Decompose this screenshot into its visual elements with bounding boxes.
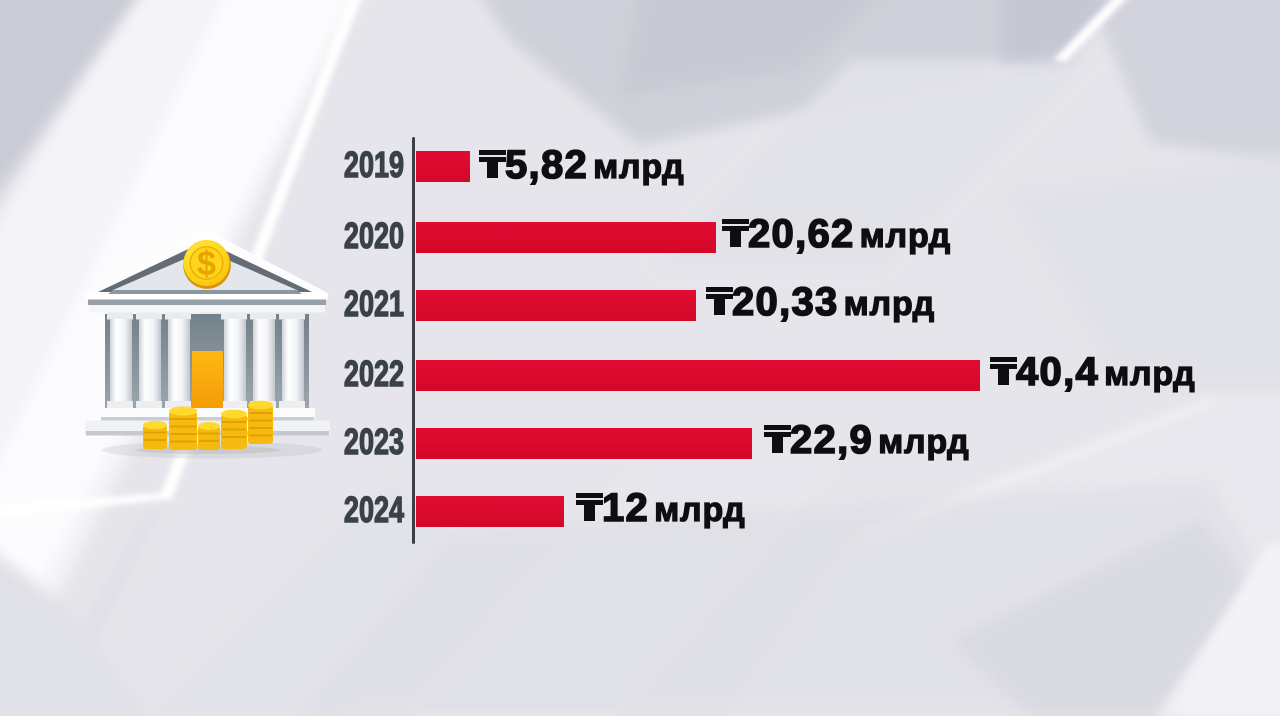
svg-text:$: $ xyxy=(197,245,216,283)
